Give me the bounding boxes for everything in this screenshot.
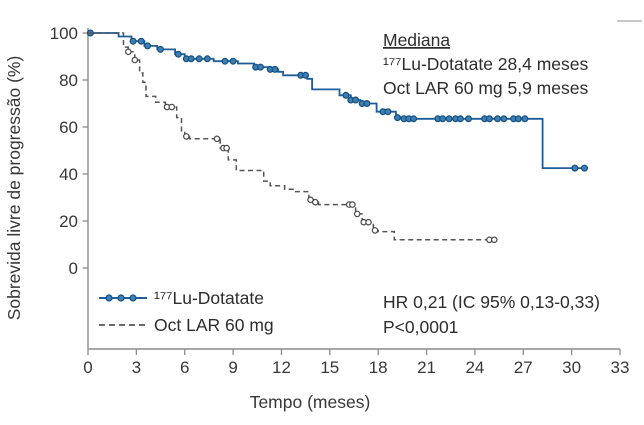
lu-dotatate-censor-marker — [571, 164, 579, 172]
oct-lar-censor-marker — [131, 56, 139, 64]
lu-dotatate-censor-marker — [514, 115, 522, 123]
x-tick-label: 3 — [132, 358, 141, 377]
lu-dotatate-censor-marker — [271, 65, 279, 73]
y-tick-label: 0 — [69, 259, 78, 278]
lu-dotatate-censor-marker — [445, 115, 453, 123]
median-heading: Mediana — [383, 30, 450, 50]
x-tick-label: 24 — [465, 358, 484, 377]
legend-label-oct-lar: Oct LAR 60 mg — [154, 315, 274, 335]
oct-lar-censor-marker — [365, 218, 372, 226]
x-tick-label: 0 — [83, 358, 92, 377]
y-tick-label: 60 — [59, 118, 78, 137]
lu-dotatate-censor-marker — [157, 45, 165, 53]
oct-lar-censor-marker — [311, 198, 319, 206]
x-tick-label: 15 — [320, 358, 339, 377]
legend-marker-icon — [117, 294, 125, 302]
oct-lar-censor-marker — [223, 144, 230, 152]
y-tick-label: 100 — [50, 24, 78, 43]
p-value-text: P<0,0001 — [383, 317, 458, 337]
lu-dotatate-censor-marker — [456, 115, 464, 123]
oct-lar-censor-marker — [371, 227, 379, 234]
x-tick-label: 12 — [272, 358, 291, 377]
oct-lar-censor-marker — [490, 236, 498, 244]
hazard-ratio-text: HR 0,21 (IC 95% 0,13-0,33) — [383, 292, 600, 312]
lu-dotatate-censor-marker — [494, 115, 502, 123]
x-tick-label: 21 — [417, 358, 436, 377]
lu-dotatate-censor-marker — [257, 63, 265, 71]
survival-curves — [86, 29, 588, 244]
x-tick-label: 18 — [369, 358, 388, 377]
lu-dotatate-censor-marker — [195, 55, 203, 63]
x-tick-label: 33 — [611, 358, 630, 377]
x-tick-label: 6 — [180, 358, 189, 377]
legend-item-oct-lar: Oct LAR 60 mg — [99, 315, 274, 335]
oct-lar-censor-marker — [213, 135, 221, 143]
lu-dotatate-censor-marker — [394, 114, 402, 122]
oct-lar-censor-marker — [353, 210, 361, 218]
oct-lar-censor-marker — [183, 133, 190, 140]
lu-dotatate-censor-marker — [144, 42, 152, 50]
oct-lar-censor-marker — [168, 103, 176, 111]
lu-dotatate-censor-marker — [302, 71, 310, 79]
lu-dotatate-censor-marker — [580, 164, 588, 172]
lu-dotatate-censor-marker — [129, 37, 137, 45]
lu-dotatate-censor-marker — [174, 50, 182, 58]
oct-lar-censor-marker — [125, 48, 132, 56]
x-tick-label: 9 — [228, 358, 237, 377]
lu-dotatate-censor-marker — [203, 55, 211, 63]
y-axis-ticks: 0 20 40 60 80 100 — [50, 24, 88, 278]
median-oct-lar: Oct LAR 60 mg 5,9 meses — [383, 78, 588, 98]
y-tick-label: 20 — [59, 212, 78, 231]
legend-marker-icon — [129, 294, 137, 302]
lu-dotatate-censor-marker — [384, 108, 392, 116]
lu-dotatate-censor-marker — [221, 57, 229, 65]
lu-dotatate-censor-marker — [352, 96, 360, 104]
y-axis-title: Sobrevida livre de progressão (%) — [4, 56, 24, 321]
median-lu-dotatate: ¹⁷⁷Lu-Dotatate 28,4 meses — [383, 54, 589, 74]
y-tick-label: 80 — [59, 71, 78, 90]
x-tick-label: 27 — [514, 358, 533, 377]
lu-dotatate-censor-marker — [410, 115, 418, 123]
x-axis-ticks: 0 3 6 9 12 15 18 21 24 27 30 33 — [83, 349, 629, 377]
legend-item-lu-dotatate: ¹⁷⁷Lu-Dotatate — [99, 288, 264, 308]
y-tick-label: 40 — [59, 165, 78, 184]
lu-dotatate-censor-marker — [439, 115, 447, 123]
legend: ¹⁷⁷Lu-Dotatate Oct LAR 60 mg — [99, 288, 274, 335]
legend-label-lu-dotatate: ¹⁷⁷Lu-Dotatate — [154, 288, 264, 308]
lu-dotatate-censor-marker — [187, 55, 195, 63]
x-axis-title: Tempo (meses) — [250, 392, 371, 412]
legend-marker-icon — [105, 294, 113, 302]
lu-dotatate-censor-marker — [363, 99, 371, 107]
lu-dotatate-censor-marker — [485, 115, 493, 123]
lu-dotatate-censor-marker — [342, 91, 350, 99]
lu-dotatate-censor-marker — [229, 57, 237, 65]
oct-lar-censor-marker — [349, 201, 356, 208]
lu-dotatate-censor-marker — [521, 115, 529, 123]
x-tick-label: 30 — [562, 358, 581, 377]
lu-dotatate-censor-marker — [465, 115, 473, 123]
lu-dotatate-censor-marker — [137, 37, 145, 45]
lu-dotatate-censor-marker — [500, 115, 508, 123]
